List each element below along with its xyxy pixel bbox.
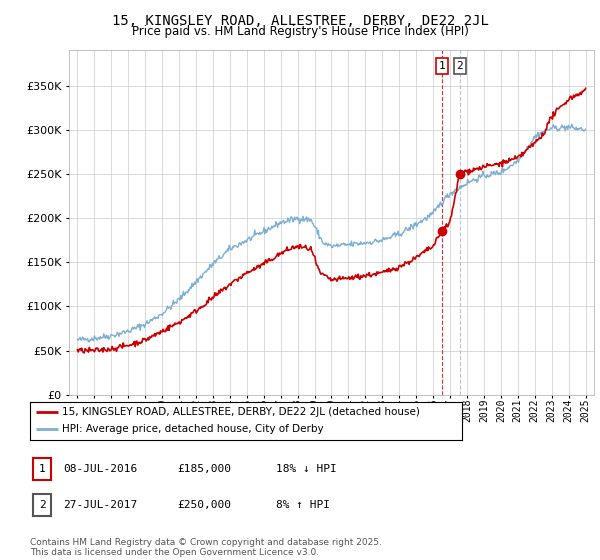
Text: 8% ↑ HPI: 8% ↑ HPI	[276, 500, 330, 510]
Text: HPI: Average price, detached house, City of Derby: HPI: Average price, detached house, City…	[62, 424, 324, 435]
Text: 08-JUL-2016: 08-JUL-2016	[63, 464, 137, 474]
Text: 1: 1	[38, 464, 46, 474]
Text: Contains HM Land Registry data © Crown copyright and database right 2025.
This d: Contains HM Land Registry data © Crown c…	[30, 538, 382, 557]
Text: 2: 2	[38, 500, 46, 510]
Text: 15, KINGSLEY ROAD, ALLESTREE, DERBY, DE22 2JL (detached house): 15, KINGSLEY ROAD, ALLESTREE, DERBY, DE2…	[62, 407, 420, 417]
Text: 18% ↓ HPI: 18% ↓ HPI	[276, 464, 337, 474]
Text: £185,000: £185,000	[177, 464, 231, 474]
Text: 15, KINGSLEY ROAD, ALLESTREE, DERBY, DE22 2JL: 15, KINGSLEY ROAD, ALLESTREE, DERBY, DE2…	[112, 14, 488, 28]
Text: £250,000: £250,000	[177, 500, 231, 510]
Text: 1: 1	[439, 60, 445, 71]
Text: Price paid vs. HM Land Registry's House Price Index (HPI): Price paid vs. HM Land Registry's House …	[131, 25, 469, 38]
Text: 2: 2	[457, 60, 463, 71]
Text: 27-JUL-2017: 27-JUL-2017	[63, 500, 137, 510]
